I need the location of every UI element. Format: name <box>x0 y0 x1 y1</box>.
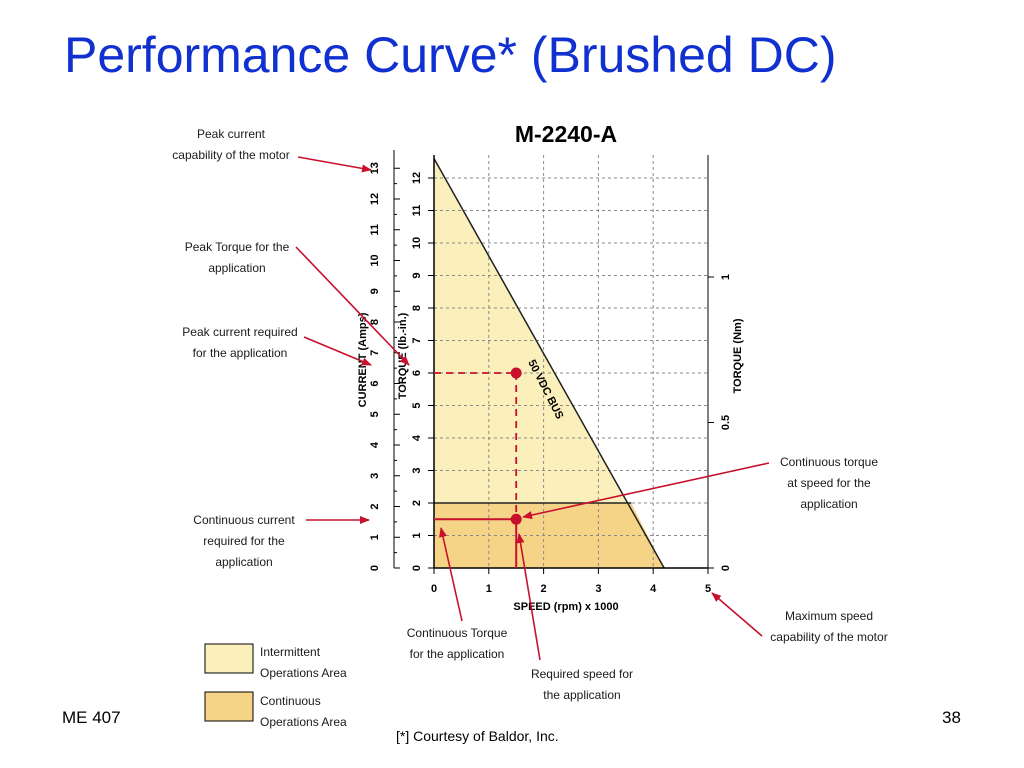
annotation-required-speed: the application <box>543 688 620 702</box>
nm-tick-label: 1 <box>720 274 732 280</box>
torque-tick-label: 12 <box>411 172 423 184</box>
speed-tick-label: 1 <box>486 583 492 595</box>
torque-tick-label: 4 <box>411 434 423 441</box>
nm-axis-label: TORQUE (Nm) <box>732 318 744 393</box>
annotation-max-speed: capability of the motor <box>770 630 887 644</box>
arrow-max-speed <box>711 592 763 637</box>
chart-title: M-2240-A <box>515 121 617 147</box>
current-tick-label: 0 <box>369 565 381 571</box>
current-tick-label: 13 <box>369 162 381 174</box>
torque-tick-label: 8 <box>411 305 423 311</box>
annotation-continuous-torque-speed: at speed for the <box>787 476 871 490</box>
speed-tick-label: 0 <box>431 583 437 595</box>
current-tick-label: 5 <box>369 411 381 417</box>
torque-tick-label: 10 <box>411 237 423 249</box>
current-tick-label: 10 <box>369 254 381 266</box>
current-tick-label: 8 <box>369 319 381 325</box>
current-tick-label: 7 <box>369 350 381 356</box>
continuous-operating-point <box>510 513 522 525</box>
torque-tick-label: 0 <box>411 565 423 571</box>
torque-tick-label: 9 <box>411 272 423 278</box>
torque-tick-label: 2 <box>411 500 423 506</box>
current-tick-label: 6 <box>369 380 381 386</box>
peak-operating-point <box>510 367 522 379</box>
current-tick-label: 12 <box>369 193 381 205</box>
annotation-peak-torque: Peak Torque for the <box>185 240 290 254</box>
current-tick-label: 11 <box>369 224 381 236</box>
annotation-continuous-current: required for the <box>203 534 285 548</box>
torque-tick-label: 3 <box>411 467 423 473</box>
torque-tick-label: 6 <box>411 370 423 376</box>
annotation-peak-current-capability: capability of the motor <box>172 148 289 162</box>
current-tick-label: 4 <box>369 441 381 448</box>
arrow-peak-current-capability <box>297 156 372 173</box>
current-tick-label: 9 <box>369 288 381 294</box>
torque-tick-label: 11 <box>411 205 423 217</box>
torque-lbin-axis-label: TORQUE (lb.-in.) <box>397 312 409 399</box>
legend-swatch-continuous <box>204 691 254 722</box>
annotation-continuous-current: Continuous current <box>193 513 295 527</box>
annotation-max-speed: Maximum speed <box>785 609 873 623</box>
arrow-continuous-torque-app <box>439 527 463 622</box>
legend-label-continuous: Continuous <box>260 694 321 708</box>
torque-tick-label: 7 <box>411 337 423 343</box>
speed-axis-label: SPEED (rpm) x 1000 <box>513 601 618 613</box>
legend-label-continuous: Operations Area <box>260 715 347 729</box>
arrow-required-speed <box>516 533 541 661</box>
footer-credit: [*] Courtesy of Baldor, Inc. <box>396 728 559 744</box>
legend-swatch-intermittent <box>204 643 254 674</box>
torque-tick-label: 1 <box>411 532 423 538</box>
speed-tick-label: 3 <box>595 583 601 595</box>
arrow-peak-torque <box>295 246 410 366</box>
nm-tick-label: 0.5 <box>720 415 732 430</box>
annotation-continuous-torque-speed: Continuous torque <box>780 455 878 469</box>
arrow-peak-current-required <box>303 336 372 366</box>
speed-tick-label: 4 <box>650 583 657 595</box>
footer-page-number: 38 <box>942 708 961 727</box>
legend-label-intermittent: Operations Area <box>260 666 347 680</box>
annotation-continuous-current: application <box>215 555 272 569</box>
torque-tick-label: 5 <box>411 402 423 408</box>
footer-course: ME 407 <box>62 708 121 727</box>
arrow-continuous-torque-speed <box>522 462 770 519</box>
slide-title: Performance Curve* (Brushed DC) <box>64 27 837 83</box>
speed-tick-label: 5 <box>705 583 711 595</box>
annotation-required-speed: Required speed for <box>531 667 633 681</box>
annotation-continuous-torque-app: Continuous Torque <box>407 626 508 640</box>
annotation-peak-current-capability: Peak current <box>197 127 266 141</box>
annotation-peak-current-required: for the application <box>193 346 288 360</box>
annotation-continuous-torque-app: for the application <box>410 647 505 661</box>
current-tick-label: 3 <box>369 473 381 479</box>
current-tick-label: 2 <box>369 503 381 509</box>
current-tick-label: 1 <box>369 534 381 540</box>
legend-label-intermittent: Intermittent <box>260 645 321 659</box>
annotation-continuous-torque-speed: application <box>800 497 857 511</box>
annotation-peak-torque: application <box>208 261 265 275</box>
bus-voltage-line <box>433 158 665 569</box>
annotation-peak-current-required: Peak current required <box>182 325 297 339</box>
nm-tick-label: 0 <box>720 565 732 571</box>
speed-tick-label: 2 <box>541 583 547 595</box>
